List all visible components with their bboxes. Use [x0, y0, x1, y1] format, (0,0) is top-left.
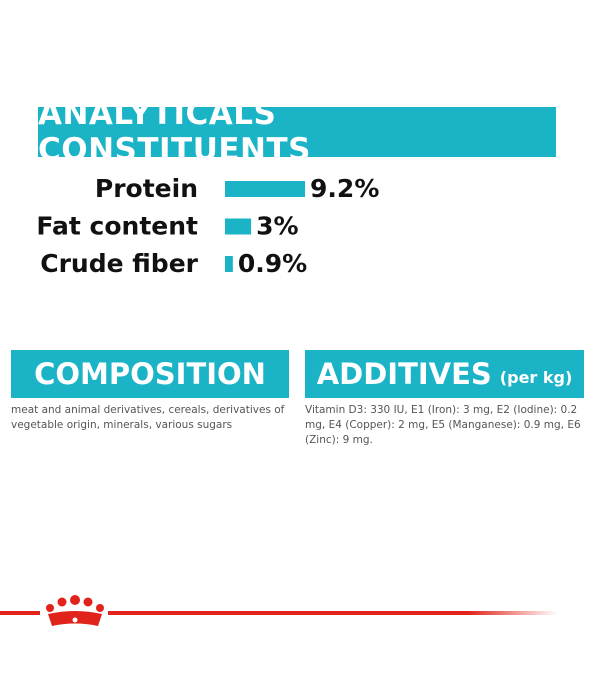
bar — [225, 256, 233, 272]
red-line — [108, 611, 558, 615]
additives-unit: (per kg) — [499, 367, 573, 387]
composition-text: meat and animal derivatives, cereals, de… — [11, 404, 285, 431]
title: ANALYTICALS CONSTITUENTS — [38, 96, 311, 168]
composition-title: COMPOSITION — [34, 357, 266, 391]
chart: Protein 9.2% Fat content 3% Crude fiber 0.9% — [36, 174, 379, 278]
category-label: Crude fiber — [40, 249, 198, 278]
logo-strip — [0, 595, 558, 626]
additives-title: ADDITIVES — [316, 357, 492, 391]
bar — [225, 218, 252, 235]
crown-logo — [46, 595, 104, 626]
category-label: Protein — [95, 174, 198, 203]
composition-banner: COMPOSITION — [11, 350, 289, 398]
category-label: Fat content — [36, 212, 198, 241]
value-label: 0.9% — [238, 249, 307, 278]
value-label: 3% — [256, 212, 298, 241]
value-label: 9.2% — [310, 174, 379, 203]
title-banner: ANALYTICALS CONSTITUENTS — [38, 96, 556, 168]
additives-text: Vitamin D3: 330 IU, E1 (Iron): 3 mg, E2 … — [305, 404, 581, 446]
red-line — [0, 611, 40, 615]
additives-banner: ADDITIVES (per kg) — [305, 350, 584, 398]
bar — [225, 181, 306, 197]
